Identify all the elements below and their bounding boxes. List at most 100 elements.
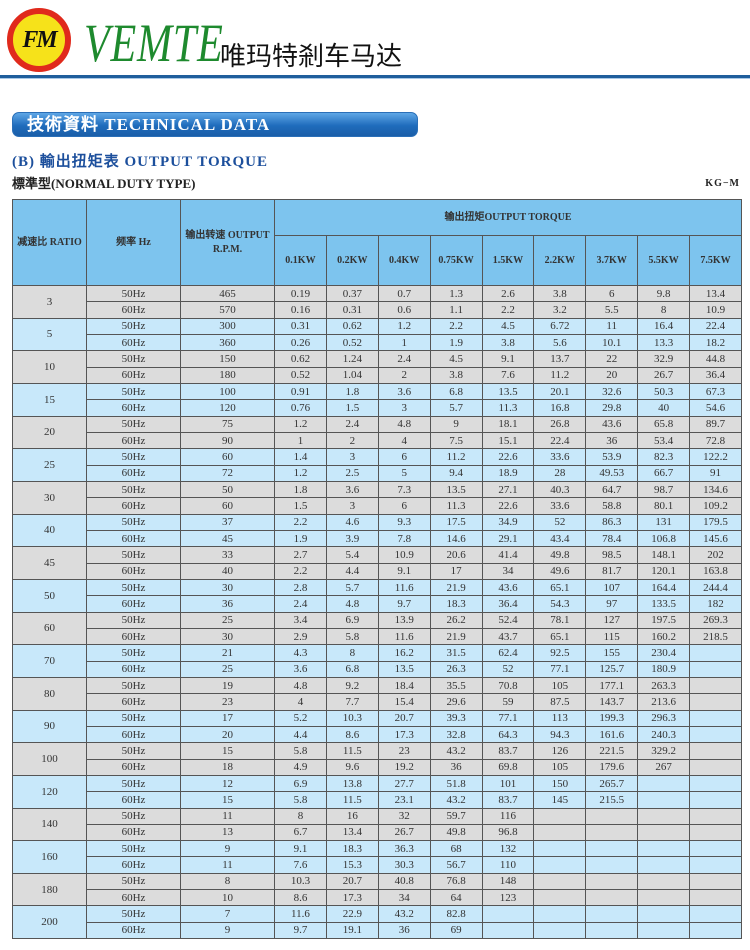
torque-cell: 97: [585, 595, 639, 613]
torque-cell: 26.2: [429, 611, 483, 629]
hz-cell: 50Hz: [86, 676, 181, 695]
hz-cell: 50Hz: [86, 448, 181, 466]
rpm-cell: 30: [180, 578, 275, 597]
torque-cell: 16.8: [533, 399, 587, 417]
rpm-cell: 9: [180, 921, 275, 940]
hz-cell: 50Hz: [86, 611, 181, 629]
ratio-cell: 70: [12, 644, 87, 678]
torque-cell: [689, 758, 742, 776]
torque-cell: 16: [325, 807, 379, 825]
torque-cell: 98.5: [585, 546, 639, 564]
torque-cell: 10.3: [274, 872, 327, 891]
header-kw: 3.7KW: [585, 235, 639, 286]
torque-cell: 91: [689, 464, 742, 482]
torque-cell: 53.4: [637, 431, 690, 450]
torque-cell: 3.8: [481, 333, 535, 352]
torque-cell: 17.3: [377, 725, 431, 744]
torque-cell: 35.5: [429, 676, 483, 695]
rpm-cell: 90: [180, 431, 275, 450]
rpm-cell: 25: [180, 660, 275, 678]
rpm-cell: 23: [180, 693, 275, 711]
torque-cell: 32.8: [429, 725, 483, 744]
hz-cell: 60Hz: [86, 431, 181, 450]
torque-cell: 230.4: [637, 644, 690, 662]
torque-cell: 69: [429, 921, 483, 940]
torque-cell: 20.6: [429, 546, 483, 564]
torque-cell: 3.8: [533, 284, 587, 303]
hz-cell: 60Hz: [86, 660, 181, 678]
torque-cell: 4.8: [274, 676, 327, 695]
torque-cell: 1.5: [325, 399, 379, 417]
section-subtitle: 標準型(NORMAL DUTY TYPE): [12, 176, 196, 191]
torque-cell: 109.2: [689, 497, 742, 515]
torque-cell: 267: [637, 758, 690, 776]
torque-cell: 9.7: [377, 595, 431, 613]
torque-cell: 70.8: [481, 676, 535, 695]
torque-cell: 11.6: [377, 627, 431, 646]
table-row: 60Hz 9 9.7 19.1 36 69: [12, 921, 742, 940]
ratio-cell: 40: [12, 513, 87, 548]
torque-cell: 125.7: [585, 660, 639, 678]
torque-cell: 59: [481, 693, 535, 711]
torque-cell: 16.4: [637, 317, 690, 335]
torque-cell: 41.4: [481, 546, 535, 564]
torque-cell: 240.3: [637, 725, 690, 744]
rpm-cell: 8: [180, 872, 275, 891]
torque-cell: 2.9: [274, 627, 327, 646]
torque-cell: 1.8: [325, 382, 379, 401]
torque-cell: 78.4: [585, 529, 639, 548]
torque-cell: 18.4: [377, 676, 431, 695]
torque-cell: 18.3: [429, 595, 483, 613]
torque-cell: 0.31: [325, 301, 379, 319]
hz-cell: 60Hz: [86, 791, 181, 809]
torque-cell: 8: [325, 644, 379, 662]
torque-cell: 49.6: [533, 562, 587, 580]
torque-cell: [689, 791, 742, 809]
header-rpm: 输出转速 OUTPUT R.P.M.: [180, 199, 275, 286]
ratio-cell: 10: [12, 350, 87, 384]
torque-cell: 6.72: [533, 317, 587, 335]
torque-cell: 40.3: [533, 480, 587, 499]
rpm-cell: 9: [180, 840, 275, 858]
torque-cell: [533, 807, 587, 825]
rpm-cell: 37: [180, 513, 275, 531]
torque-cell: [689, 889, 742, 907]
torque-cell: [585, 889, 639, 907]
table-row: 45 50Hz 33 2.7 5.4 10.9 20.6 41.4 49.8 98.5 148.1 2…: [12, 546, 742, 580]
torque-cell: 17.5: [429, 513, 483, 531]
torque-cell: 32: [377, 807, 431, 825]
torque-cell: [585, 872, 639, 891]
torque-cell: 18.3: [325, 840, 379, 858]
hz-cell: 60Hz: [86, 725, 181, 744]
torque-cell: 53.9: [585, 448, 639, 466]
table-row: 60Hz 36 2.4 4.8 9.7 18.3 36.4 54.3 97 133.5 182: [12, 595, 742, 613]
torque-cell: 5.7: [325, 578, 379, 597]
torque-cell: 82.8: [429, 905, 483, 923]
torque-cell: 1.2: [274, 415, 327, 433]
torque-cell: [689, 725, 742, 744]
torque-cell: 2.6: [481, 284, 535, 303]
torque-cell: 21.9: [429, 578, 483, 597]
torque-cell: 29.6: [429, 693, 483, 711]
ratio-cell: 120: [12, 774, 87, 809]
torque-cell: 2.4: [377, 350, 431, 368]
torque-cell: 43.2: [429, 791, 483, 809]
torque-cell: 30.3: [377, 856, 431, 874]
torque-cell: 11.3: [481, 399, 535, 417]
torque-cell: 1.04: [325, 366, 379, 384]
torque-cell: 164.4: [637, 578, 690, 597]
hz-cell: 60Hz: [86, 366, 181, 384]
brand-name-chinese: 唯玛特剎车马达: [220, 42, 403, 71]
header-kw: 0.4KW: [377, 235, 431, 286]
rpm-cell: 19: [180, 676, 275, 695]
torque-cell: 0.7: [377, 284, 431, 303]
torque-cell: 5.8: [274, 742, 327, 760]
header-kw: 0.75KW: [429, 235, 483, 286]
torque-cell: 11.6: [274, 905, 327, 923]
torque-cell: 179.6: [585, 758, 639, 776]
torque-cell: 15.3: [325, 856, 379, 874]
torque-cell: 155: [585, 644, 639, 662]
torque-cell: 0.6: [377, 301, 431, 319]
rpm-cell: 36: [180, 595, 275, 613]
logo-text: FM: [22, 26, 57, 53]
